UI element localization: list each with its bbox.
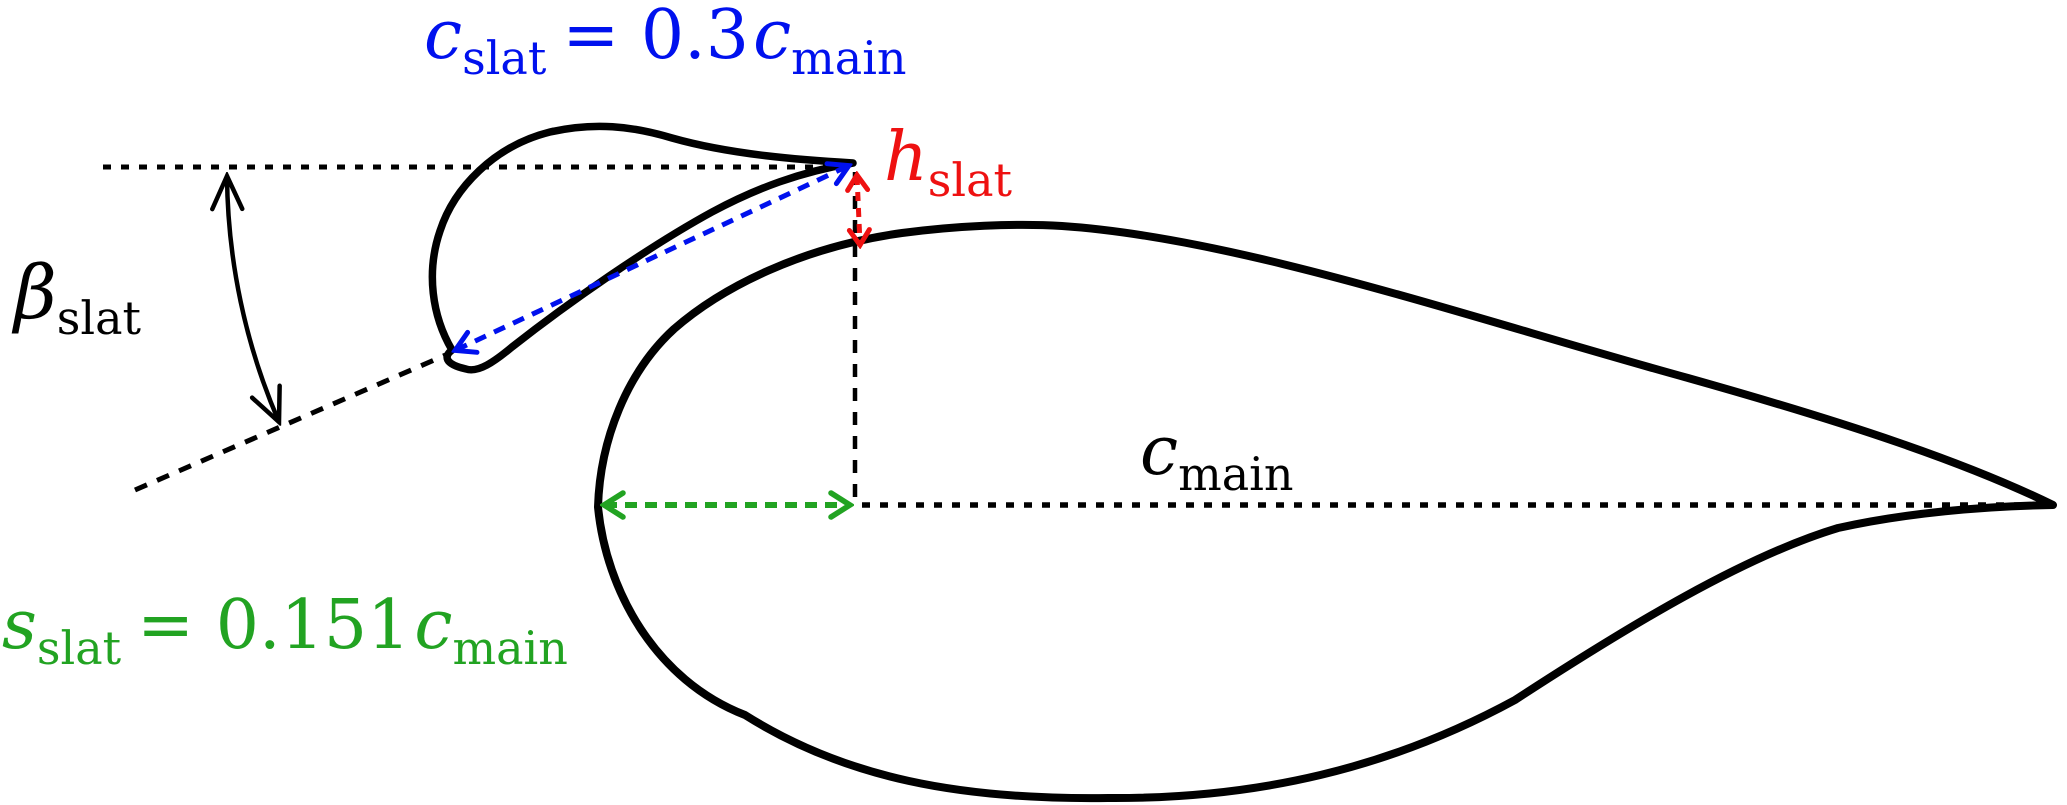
s-slat-subscript: slat — [37, 621, 122, 675]
c-main-var-in-c-slat: c — [753, 0, 791, 75]
c-main-var-in-s-slat: c — [414, 586, 452, 665]
beta-slat-label: βslat — [11, 250, 142, 345]
h-slat-gap-arrow — [857, 176, 860, 244]
s-slat-var: s — [2, 586, 37, 665]
beta-slat-subscript: slat — [57, 291, 142, 345]
s-slat-equals-value: = 0.151 — [137, 586, 410, 665]
c-slat-subscript: slat — [462, 31, 547, 85]
c-main-subscript-in-c-slat: main — [791, 31, 906, 85]
c-slat-equals-value: = 0.3 — [562, 0, 749, 75]
beta-slat-var: β — [11, 250, 57, 336]
slat-chord-extension-dashed-line — [134, 351, 449, 493]
c-main-label: cmain — [1140, 412, 1293, 501]
slat-chord-arrow — [456, 166, 848, 350]
c-slat-var: c — [424, 0, 462, 75]
c-main-var: c — [1140, 412, 1178, 491]
beta-slat-angle-arc-arrow — [227, 176, 279, 422]
h-slat-var: h — [884, 118, 928, 197]
c-slat-equation-label: cslat = 0.3cmain — [424, 0, 907, 85]
c-main-subscript: main — [1178, 447, 1293, 501]
s-slat-equation-label: sslat = 0.151cmain — [2, 586, 568, 675]
main-airfoil-outline — [594, 220, 2057, 803]
h-slat-subscript: slat — [928, 153, 1013, 207]
c-main-subscript-in-s-slat: main — [453, 621, 568, 675]
h-slat-label: hslat — [884, 118, 1013, 207]
